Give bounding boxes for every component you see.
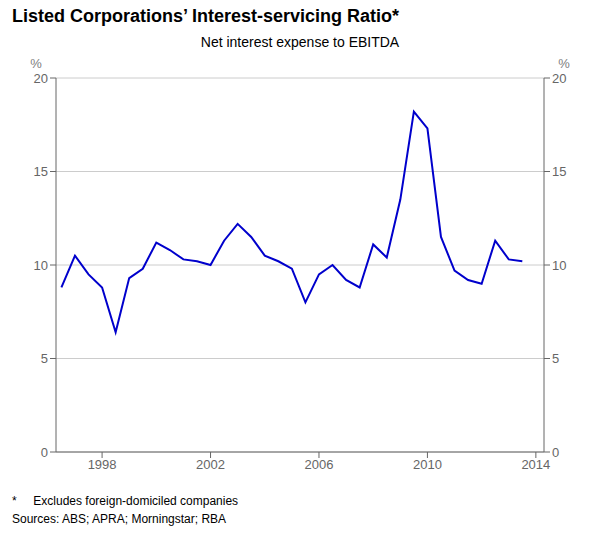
svg-text:5: 5	[41, 351, 48, 366]
svg-text:2006: 2006	[305, 457, 334, 472]
svg-text:15: 15	[552, 164, 566, 179]
html-text:Sources: ABS; APRA; Morningsta: Sources: ABS; APRA; Morningstar; RBA	[12, 512, 227, 526]
svg-text:2010: 2010	[413, 457, 442, 472]
svg-text:10: 10	[552, 258, 566, 273]
svg-text:5: 5	[552, 351, 559, 366]
svg-text:2002: 2002	[196, 457, 225, 472]
html-text:Net interest expense to EBITDA: Net interest expense to EBITDA	[200, 34, 400, 50]
svg-text:20: 20	[552, 71, 566, 86]
svg-text:0: 0	[552, 445, 559, 460]
svg-text:0: 0	[41, 445, 48, 460]
svg-text:15: 15	[34, 164, 48, 179]
svg-text:10: 10	[34, 258, 48, 273]
svg-text:%: %	[558, 56, 570, 71]
svg-text:2014: 2014	[521, 457, 550, 472]
svg-text:1998: 1998	[88, 457, 117, 472]
svg-text:20: 20	[34, 71, 48, 86]
html-text:Listed Corporations’ Interest-: Listed Corporations’ Interest-servicing …	[12, 6, 400, 26]
html-text:* Excludes foreign-domiciled c: * Excludes foreign-domiciled companies	[12, 494, 239, 508]
svg-text:%: %	[30, 56, 42, 71]
